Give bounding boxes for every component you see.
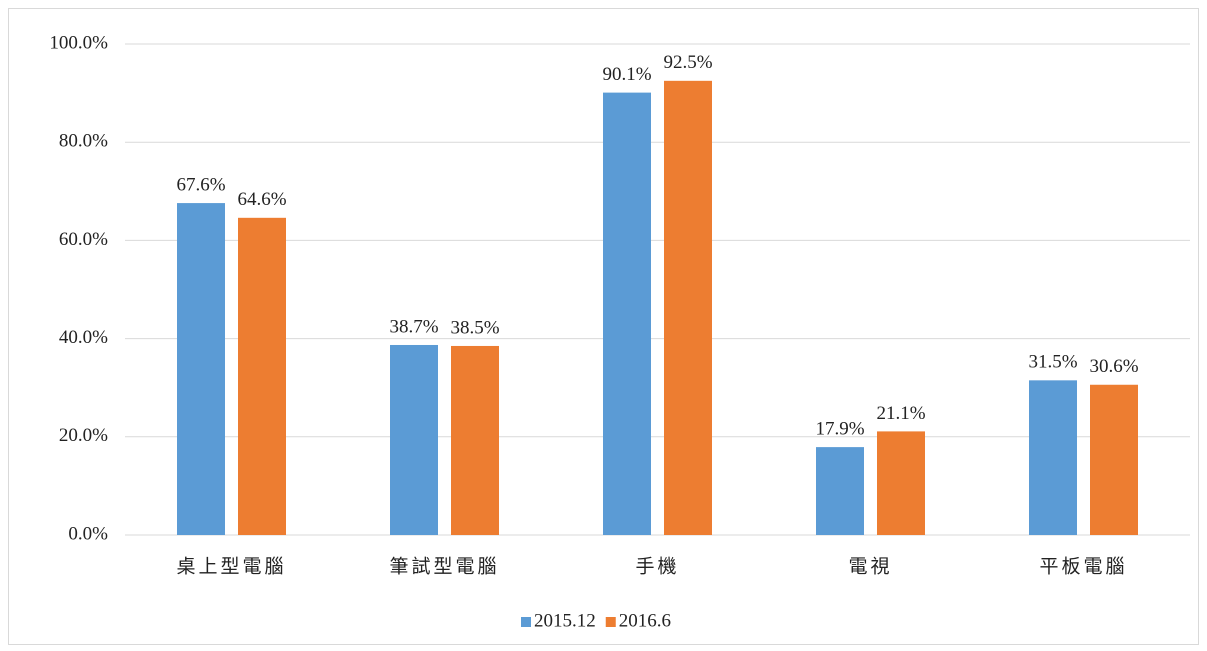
bar xyxy=(1029,380,1077,535)
bar xyxy=(238,217,286,535)
bar xyxy=(1090,384,1138,535)
x-tick-label: 電視 xyxy=(848,555,892,577)
y-tick-label: 0.0% xyxy=(68,523,108,544)
y-tick-label: 80.0% xyxy=(59,131,108,152)
bar xyxy=(816,447,864,535)
x-tick-label: 桌上型電腦 xyxy=(176,555,286,577)
bar xyxy=(664,80,712,535)
data-label: 38.7% xyxy=(389,316,438,337)
y-tick-label: 20.0% xyxy=(59,425,108,446)
x-tick-label: 手機 xyxy=(635,555,679,577)
bar xyxy=(177,203,225,536)
bar xyxy=(603,92,651,535)
chart-border xyxy=(8,8,1199,645)
legend-label: 2016.6 xyxy=(619,610,671,631)
legend-swatch xyxy=(521,617,531,627)
legend-swatch xyxy=(605,617,616,627)
data-label: 21.1% xyxy=(876,403,925,424)
x-tick-label: 平板電腦 xyxy=(1039,555,1127,577)
data-label: 17.9% xyxy=(815,418,864,439)
data-label: 90.1% xyxy=(602,64,651,85)
y-tick-label: 100.0% xyxy=(49,32,108,53)
data-label: 31.5% xyxy=(1028,352,1077,373)
data-label: 30.6% xyxy=(1089,356,1138,377)
bar xyxy=(390,344,438,535)
data-label: 92.5% xyxy=(663,52,712,73)
bar xyxy=(877,431,925,535)
data-label: 64.6% xyxy=(237,189,286,210)
y-tick-label: 40.0% xyxy=(59,327,108,348)
y-tick-label: 60.0% xyxy=(59,229,108,250)
data-label: 67.6% xyxy=(176,174,225,195)
bar xyxy=(451,345,499,535)
legend-label: 2015.12 xyxy=(534,610,596,631)
x-tick-label: 筆試型電腦 xyxy=(389,555,499,577)
data-label: 38.5% xyxy=(450,317,499,338)
